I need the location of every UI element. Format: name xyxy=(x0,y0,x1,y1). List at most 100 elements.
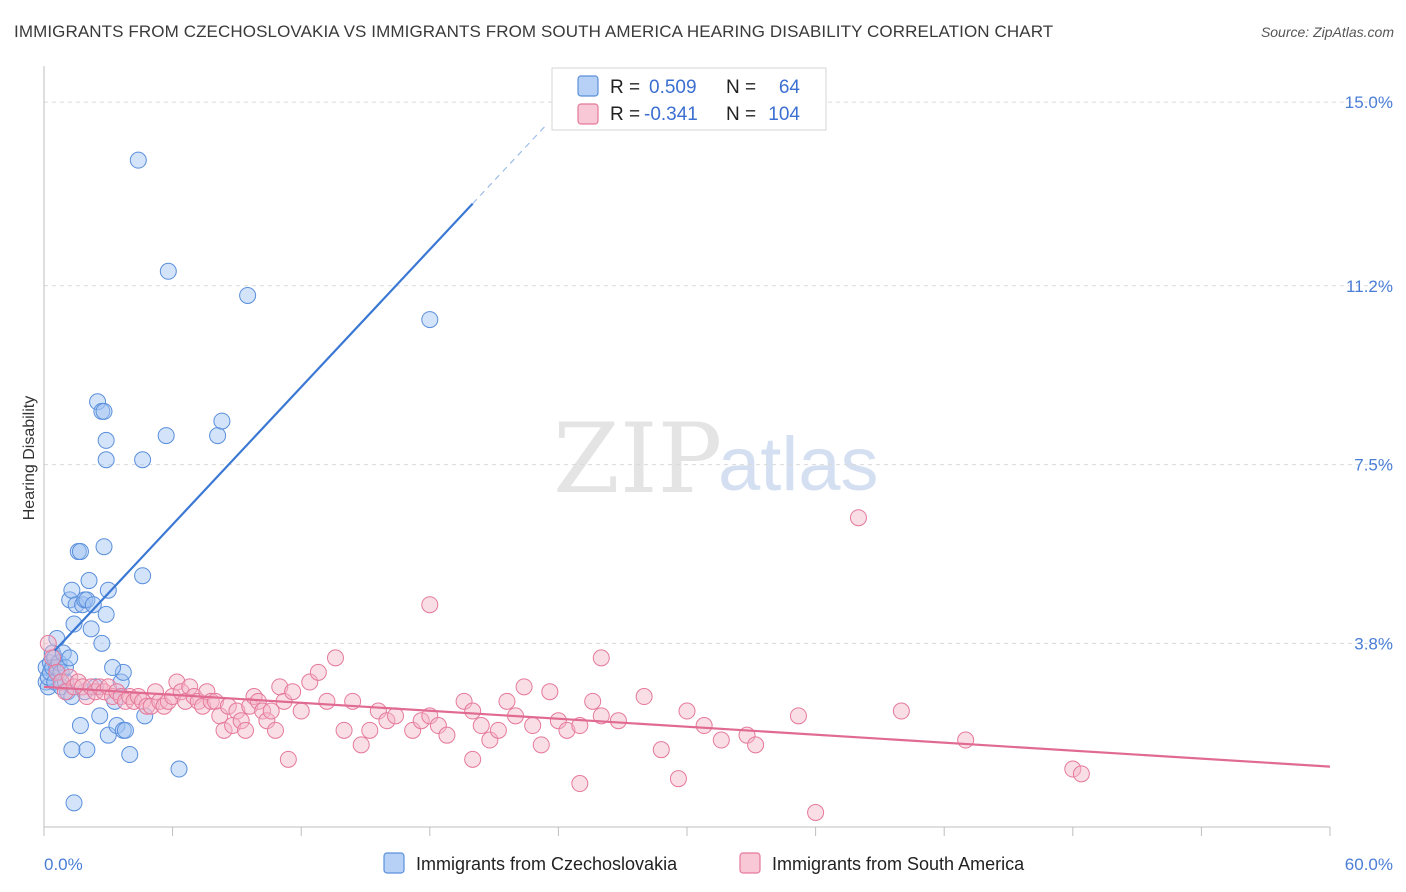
y-tick-label: 3.8% xyxy=(1354,634,1393,653)
data-point xyxy=(584,692,602,710)
data-point xyxy=(134,567,152,585)
data-point xyxy=(39,634,57,652)
data-point xyxy=(232,712,250,730)
data-point xyxy=(93,634,111,652)
data-point xyxy=(138,697,156,715)
legend-bottom-swatch-czechoslovakia xyxy=(383,852,405,874)
data-point xyxy=(309,663,327,681)
data-point xyxy=(712,731,730,749)
data-point xyxy=(957,731,975,749)
trend-line-extension xyxy=(472,123,549,205)
data-point xyxy=(361,721,379,739)
data-point xyxy=(404,721,422,739)
data-point xyxy=(82,620,100,638)
data-point xyxy=(532,736,550,754)
legend-n-value: 104 xyxy=(768,104,800,125)
data-point xyxy=(95,538,113,556)
data-point xyxy=(292,702,310,720)
x-tick-label-min: 0.0% xyxy=(44,855,83,874)
data-point xyxy=(438,726,456,744)
legend-bottom-swatch-south-america xyxy=(739,852,761,874)
legend-n-label: N = xyxy=(726,77,756,98)
data-point xyxy=(464,702,482,720)
data-point xyxy=(65,794,83,812)
data-point xyxy=(65,615,83,633)
y-tick-labels: 3.8% 7.5% 11.2% 15.0% xyxy=(1345,93,1393,653)
axis-layer xyxy=(43,66,1331,836)
legend-r-value: 0.509 xyxy=(649,77,697,98)
data-point xyxy=(114,663,132,681)
points-layer xyxy=(37,151,1090,822)
data-point xyxy=(571,775,589,793)
data-point xyxy=(472,717,490,735)
data-point xyxy=(421,596,439,614)
data-point xyxy=(266,721,284,739)
grid-layer xyxy=(44,101,1395,644)
data-point xyxy=(262,702,280,720)
data-point xyxy=(209,427,227,445)
data-point xyxy=(284,683,302,701)
data-point xyxy=(489,721,507,739)
data-point xyxy=(61,649,79,667)
data-point xyxy=(541,683,559,701)
data-point xyxy=(48,663,66,681)
data-point xyxy=(352,736,370,754)
data-point xyxy=(695,717,713,735)
data-point xyxy=(84,596,102,614)
y-axis-label: Hearing Disability xyxy=(21,396,38,521)
data-point xyxy=(170,760,188,778)
data-point xyxy=(669,770,687,788)
data-point xyxy=(326,649,344,667)
data-point xyxy=(44,649,62,667)
data-point xyxy=(78,741,96,759)
data-point xyxy=(99,726,117,744)
data-point xyxy=(159,262,177,280)
data-point xyxy=(524,717,542,735)
data-point xyxy=(652,741,670,759)
data-point xyxy=(498,692,516,710)
legend-n-value: 64 xyxy=(779,77,801,98)
data-point xyxy=(279,750,297,768)
data-point xyxy=(429,717,447,735)
data-point xyxy=(892,702,910,720)
data-point xyxy=(74,678,92,696)
y-tick-label: 7.5% xyxy=(1354,456,1393,475)
legend-bottom: Immigrants from Czechoslovakia Immigrant… xyxy=(383,852,1025,874)
data-point xyxy=(241,697,259,715)
data-point xyxy=(97,605,115,623)
data-point xyxy=(146,683,164,701)
y-tick-label: 11.2% xyxy=(1346,277,1393,296)
data-point xyxy=(335,721,353,739)
data-point xyxy=(1064,760,1082,778)
data-point xyxy=(91,707,109,725)
data-point xyxy=(1072,765,1090,783)
data-point xyxy=(301,673,319,691)
data-point xyxy=(421,311,439,329)
data-point xyxy=(63,741,81,759)
data-point xyxy=(134,451,152,469)
legend-bottom-label-czechoslovakia: Immigrants from Czechoslovakia xyxy=(416,854,678,874)
x-tick-label-max: 60.0% xyxy=(1345,855,1393,874)
data-point xyxy=(213,412,231,430)
data-point xyxy=(464,750,482,768)
data-point xyxy=(97,451,115,469)
data-point xyxy=(99,581,117,599)
data-point xyxy=(215,721,233,739)
data-point xyxy=(168,673,186,691)
data-point xyxy=(387,707,405,725)
data-point xyxy=(71,717,89,735)
data-point xyxy=(378,712,396,730)
data-point xyxy=(592,649,610,667)
data-point xyxy=(481,731,499,749)
data-point xyxy=(95,402,113,420)
data-point xyxy=(239,286,257,304)
data-point xyxy=(80,572,98,590)
chart-source: Source: ZipAtlas.com xyxy=(1260,24,1394,40)
data-point xyxy=(678,702,696,720)
data-point xyxy=(71,543,89,561)
data-point xyxy=(635,688,653,706)
data-point xyxy=(609,712,627,730)
data-point xyxy=(258,712,276,730)
data-point xyxy=(61,668,79,686)
